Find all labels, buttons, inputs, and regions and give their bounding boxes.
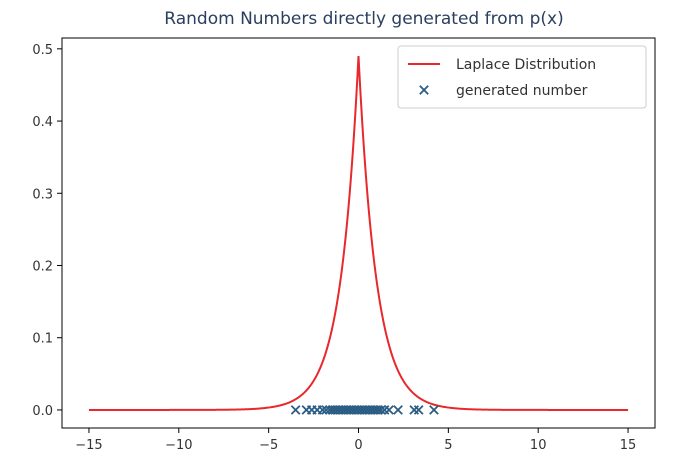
x-axis: −15 −10 −5 0 5 10 15 xyxy=(75,428,636,453)
y-tick-label: 0.0 xyxy=(32,404,53,419)
x-tick-label: −10 xyxy=(165,438,192,453)
x-tick-label: 15 xyxy=(620,438,637,453)
y-axis: 0.0 0.1 0.2 0.3 0.4 0.5 xyxy=(32,43,62,419)
legend-marker-swatch xyxy=(419,85,429,95)
generated-number-point xyxy=(409,405,420,415)
generated-number-point xyxy=(384,405,394,415)
x-tick-label: −15 xyxy=(75,438,102,453)
y-tick-label: 0.1 xyxy=(32,332,53,347)
legend-label-generated: generated number xyxy=(456,83,588,99)
y-tick-label: 0.2 xyxy=(32,260,53,275)
generated-number-point xyxy=(393,405,403,415)
generated-number-point xyxy=(317,405,328,415)
legend: Laplace Distribution generated number xyxy=(397,45,647,109)
y-tick-label: 0.3 xyxy=(32,187,53,202)
x-tick-label: 10 xyxy=(530,438,547,453)
generated-number-point xyxy=(376,405,386,415)
generated-number-point xyxy=(429,405,439,415)
y-tick-label: 0.5 xyxy=(32,43,53,58)
legend-box xyxy=(397,45,647,109)
x-tick-label: 5 xyxy=(444,438,452,453)
generated-number-point xyxy=(290,405,301,415)
laplace-distribution-line xyxy=(88,56,629,411)
legend-label-laplace: Laplace Distribution xyxy=(456,57,596,73)
x-tick-label: 0 xyxy=(354,438,362,453)
x-tick-label: −5 xyxy=(259,438,278,453)
y-tick-label: 0.4 xyxy=(32,115,53,130)
generated-number-point xyxy=(413,405,424,415)
chart-title: Random Numbers directly generated from p… xyxy=(164,9,563,29)
plot-area xyxy=(88,56,629,415)
